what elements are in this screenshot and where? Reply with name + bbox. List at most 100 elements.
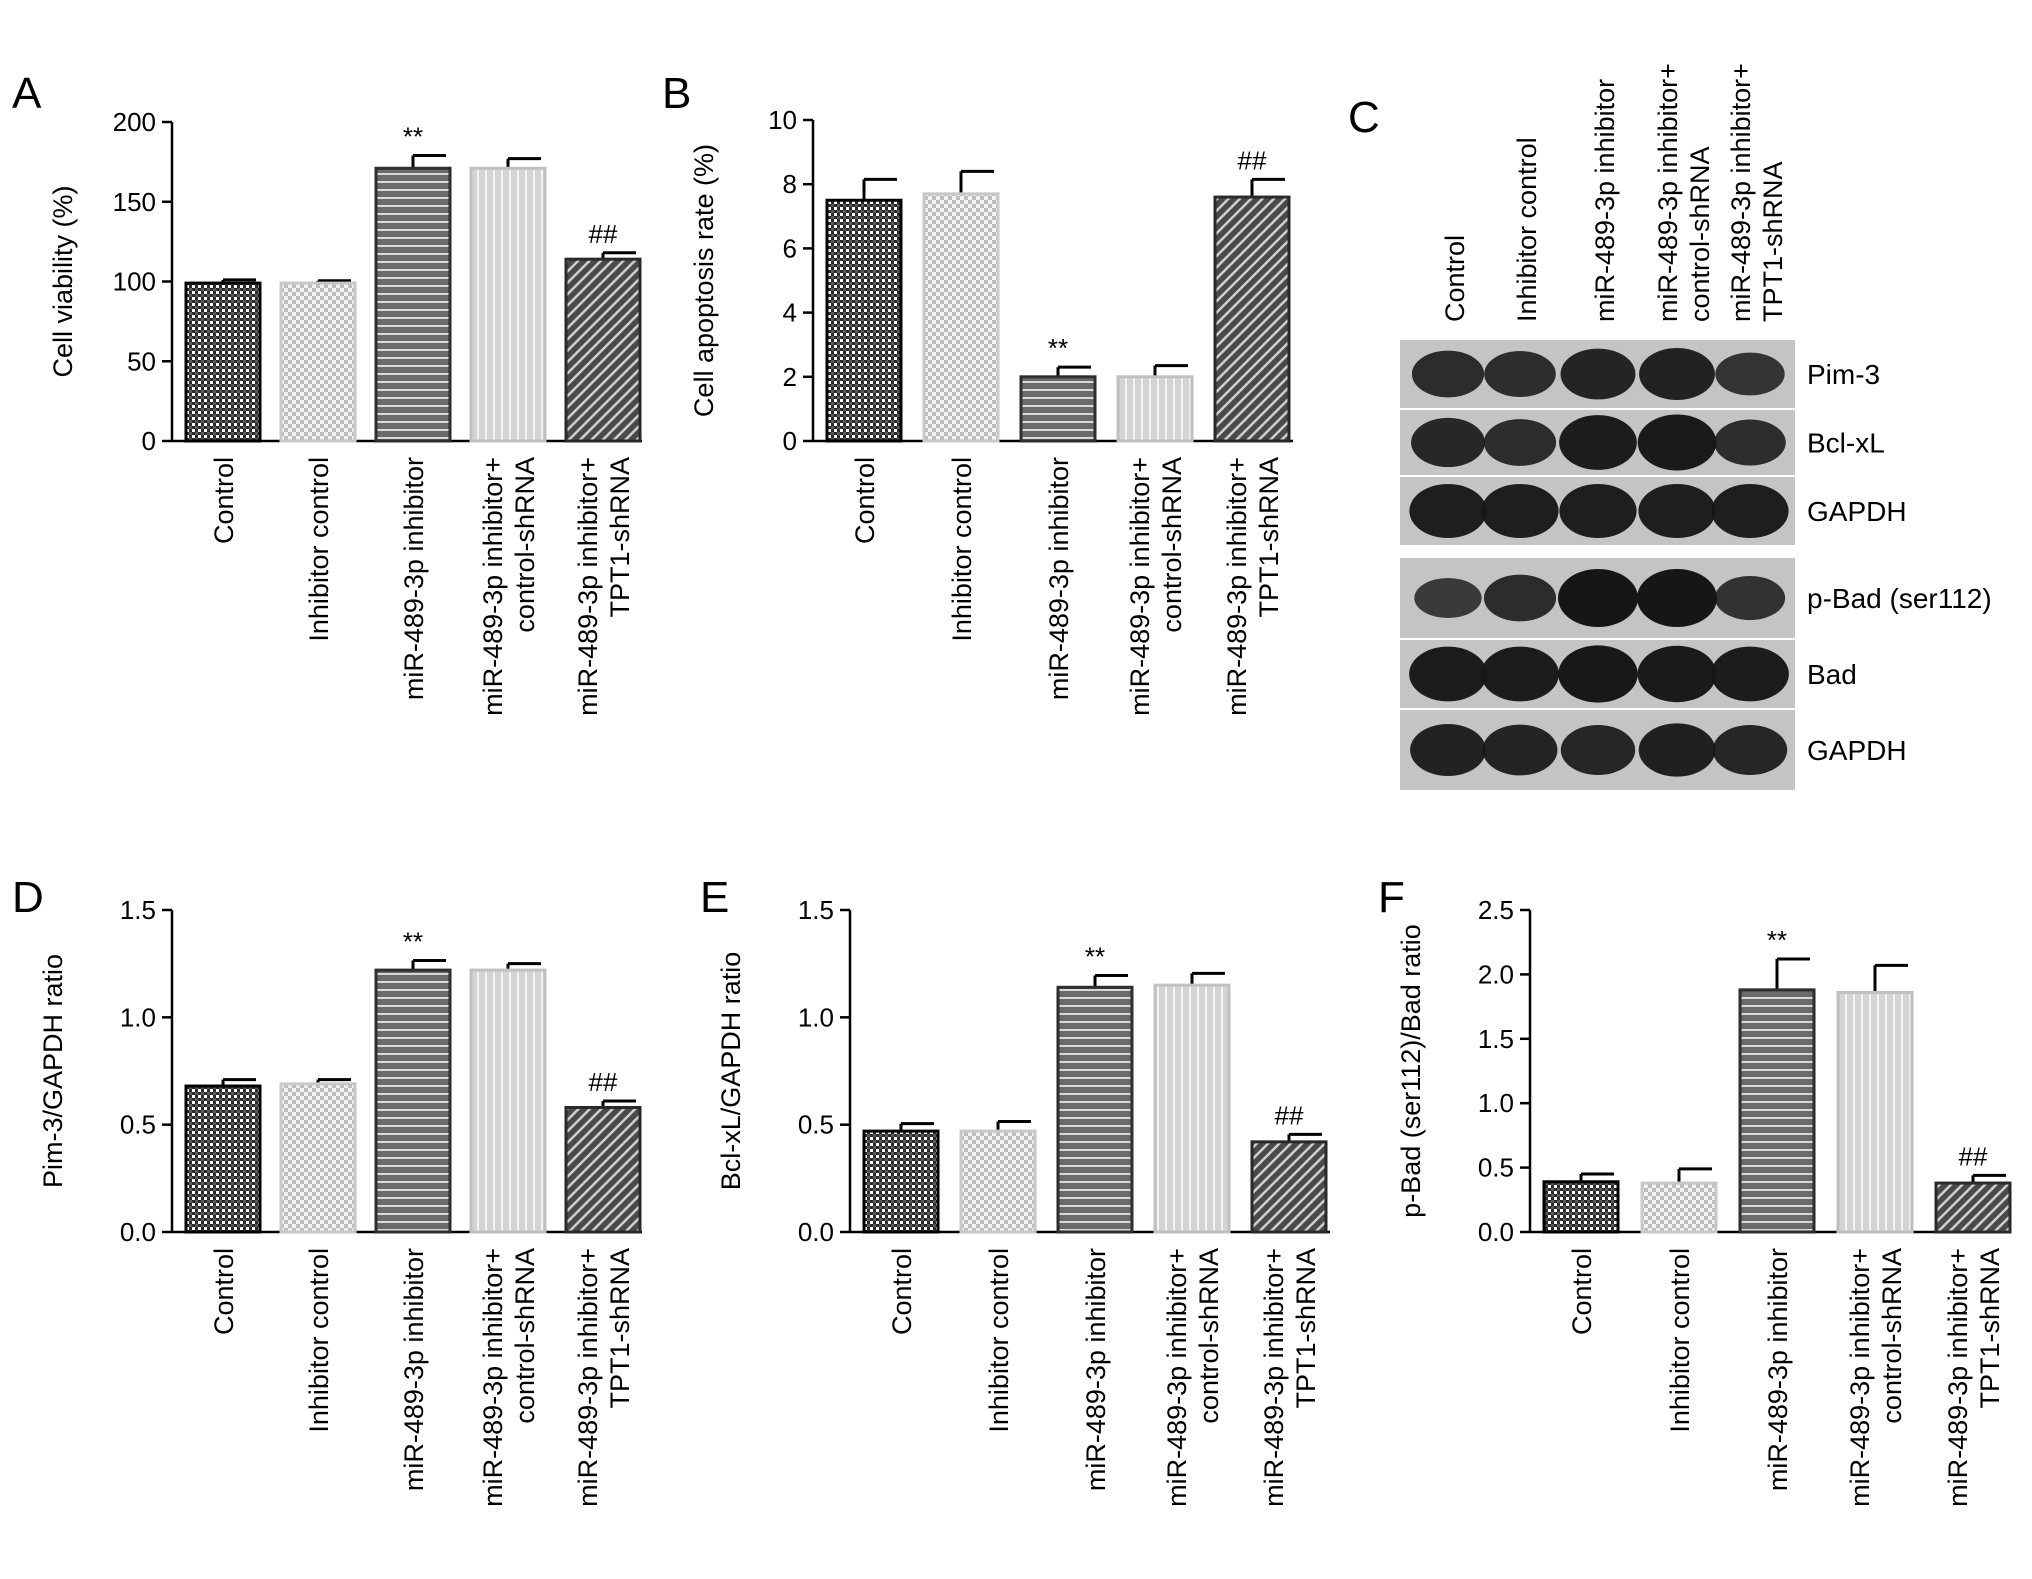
bar [1934, 1181, 2012, 1234]
blot-row-label: Bcl-xL [1807, 428, 1885, 459]
category-label: Control [887, 1248, 917, 1335]
y-tick-label: 2.5 [1478, 895, 1514, 925]
category-label: Control [209, 1248, 239, 1335]
blot-band [1481, 484, 1559, 538]
y-tick-label: 0.5 [120, 1110, 156, 1140]
blot-row-label: Bad [1807, 659, 1857, 690]
category-label: miR-489-3p inhibitor [399, 1248, 429, 1491]
category-label: miR-489-3p inhibitor+TPT1-shRNA [1259, 1248, 1321, 1507]
blot-band [1560, 725, 1636, 775]
category-label: miR-489-3p inhibitor+control-shRNA [1845, 1248, 1907, 1507]
panel-letter-b: B [662, 69, 691, 118]
y-tick-label: 2 [783, 362, 797, 392]
blot-band [1637, 569, 1717, 627]
blot-band [1714, 419, 1786, 466]
lane-label: Inhibitor control [1512, 137, 1542, 322]
y-axis-label: Cell apoptosis rate (%) [689, 144, 719, 417]
bar [564, 257, 642, 443]
bar [374, 166, 452, 443]
blot-band [1484, 351, 1556, 397]
bar [1213, 195, 1291, 443]
bar [1153, 983, 1231, 1234]
blot-row: Pim-3 [1400, 340, 1880, 408]
category-label: Inhibitor control [1665, 1248, 1695, 1433]
category-label: miR-489-3p inhibitor [1763, 1248, 1793, 1491]
significance-label: ** [403, 121, 423, 151]
blot-band [1483, 419, 1557, 466]
y-tick-label: 0.0 [798, 1217, 834, 1247]
panel-letter-a: A [12, 69, 42, 118]
lane-label: miR-489-3p inhibitor+TPT1-shRNA [1726, 63, 1788, 322]
category-label: Inhibitor control [304, 1248, 334, 1433]
category-label: Inhibitor control [304, 457, 334, 642]
blot-row: Bcl-xL [1400, 410, 1885, 475]
bar [1019, 375, 1097, 443]
lane-label: miR-489-3p inhibitor [1590, 79, 1620, 322]
bar [1542, 1180, 1620, 1234]
chart-b: 0 2 4 6 8 10 Cell apoptosis rate (%) Control Inh… [689, 105, 1293, 716]
blot-row-label: p-Bad (ser112) [1807, 583, 1992, 614]
bar [1738, 988, 1816, 1234]
y-axis-label: Pim-3/GAPDH ratio [38, 954, 68, 1188]
bar [469, 166, 547, 443]
y-tick-label: 0 [142, 426, 156, 456]
bar [279, 281, 357, 443]
panel-letter-d: D [12, 873, 44, 922]
y-axis-label: p-Bad (ser112)/Bad ratio [1396, 924, 1426, 1218]
blot-band [1481, 646, 1559, 702]
blot-row: GAPDH [1400, 710, 1907, 790]
chart-a: 0 50 100 150 200 Cell viability (%) Control Inh… [48, 107, 642, 716]
blot-band [1637, 414, 1717, 471]
significance-label: ## [589, 1067, 618, 1097]
significance-label: ## [1959, 1141, 1988, 1171]
category-label: miR-489-3p inhibitor [399, 457, 429, 700]
bar [1116, 375, 1194, 443]
blot-band [1409, 646, 1487, 702]
blot-band [1411, 417, 1485, 468]
category-label: Control [209, 457, 239, 544]
blot-band [1638, 484, 1716, 538]
bar [922, 192, 1000, 443]
panel-letter-f: F [1378, 873, 1405, 922]
y-tick-label: 50 [127, 346, 156, 376]
bar [184, 281, 262, 443]
blot-band [1715, 352, 1785, 396]
category-label: Inhibitor control [947, 457, 977, 642]
chart-f: 0.0 0.5 1.0 1.5 2.0 2.5 p-Bad (ser112)/Bad rat… [1396, 895, 2012, 1507]
significance-label: ** [403, 926, 423, 956]
blot-band [1714, 576, 1786, 620]
y-tick-label: 4 [783, 298, 797, 328]
category-label: miR-489-3p inhibitor+control-shRNA [478, 1248, 540, 1507]
blot-band [1711, 646, 1789, 702]
panel-letter-c: C [1348, 93, 1380, 142]
y-tick-label: 1.0 [1478, 1088, 1514, 1118]
lane-label: Control [1440, 235, 1470, 322]
bar [1056, 985, 1134, 1234]
y-tick-label: 0.0 [1478, 1217, 1514, 1247]
western-blot-panel: Control Inhibitor control miR-489-3p inhib… [1400, 63, 1992, 790]
significance-label: ## [1238, 145, 1267, 175]
blot-band [1411, 350, 1485, 398]
blot-band [1711, 484, 1789, 538]
y-tick-label: 0.0 [120, 1217, 156, 1247]
bar [1250, 1140, 1328, 1234]
bar [374, 968, 452, 1234]
chart-e: 0.0 0.5 1.0 1.5 Bcl-xL/GAPDH ratio Control Inh… [716, 895, 1330, 1507]
category-label: miR-489-3p inhibitor+control-shRNA [1125, 457, 1187, 716]
category-label: Inhibitor control [984, 1248, 1014, 1433]
y-axis-label: Cell viability (%) [48, 185, 78, 377]
chart-d: 0.0 0.5 1.0 1.5 Pim-3/GAPDH ratio Control Inhi… [38, 895, 642, 1507]
category-label: miR-489-3p inhibitor+TPT1-shRNA [573, 457, 635, 716]
blot-row: p-Bad (ser112) [1400, 558, 1992, 638]
bar [279, 1082, 357, 1234]
category-label: miR-489-3p inhibitor+control-shRNA [1162, 1248, 1224, 1507]
panel-letter-e: E [700, 873, 729, 922]
significance-label: ** [1085, 941, 1105, 971]
blot-band [1560, 348, 1636, 400]
blot-row-label: GAPDH [1807, 496, 1907, 527]
category-label: miR-489-3p inhibitor+TPT1-shRNA [1222, 457, 1284, 716]
category-label: miR-489-3p inhibitor [1081, 1248, 1111, 1491]
blot-band [1712, 725, 1788, 775]
